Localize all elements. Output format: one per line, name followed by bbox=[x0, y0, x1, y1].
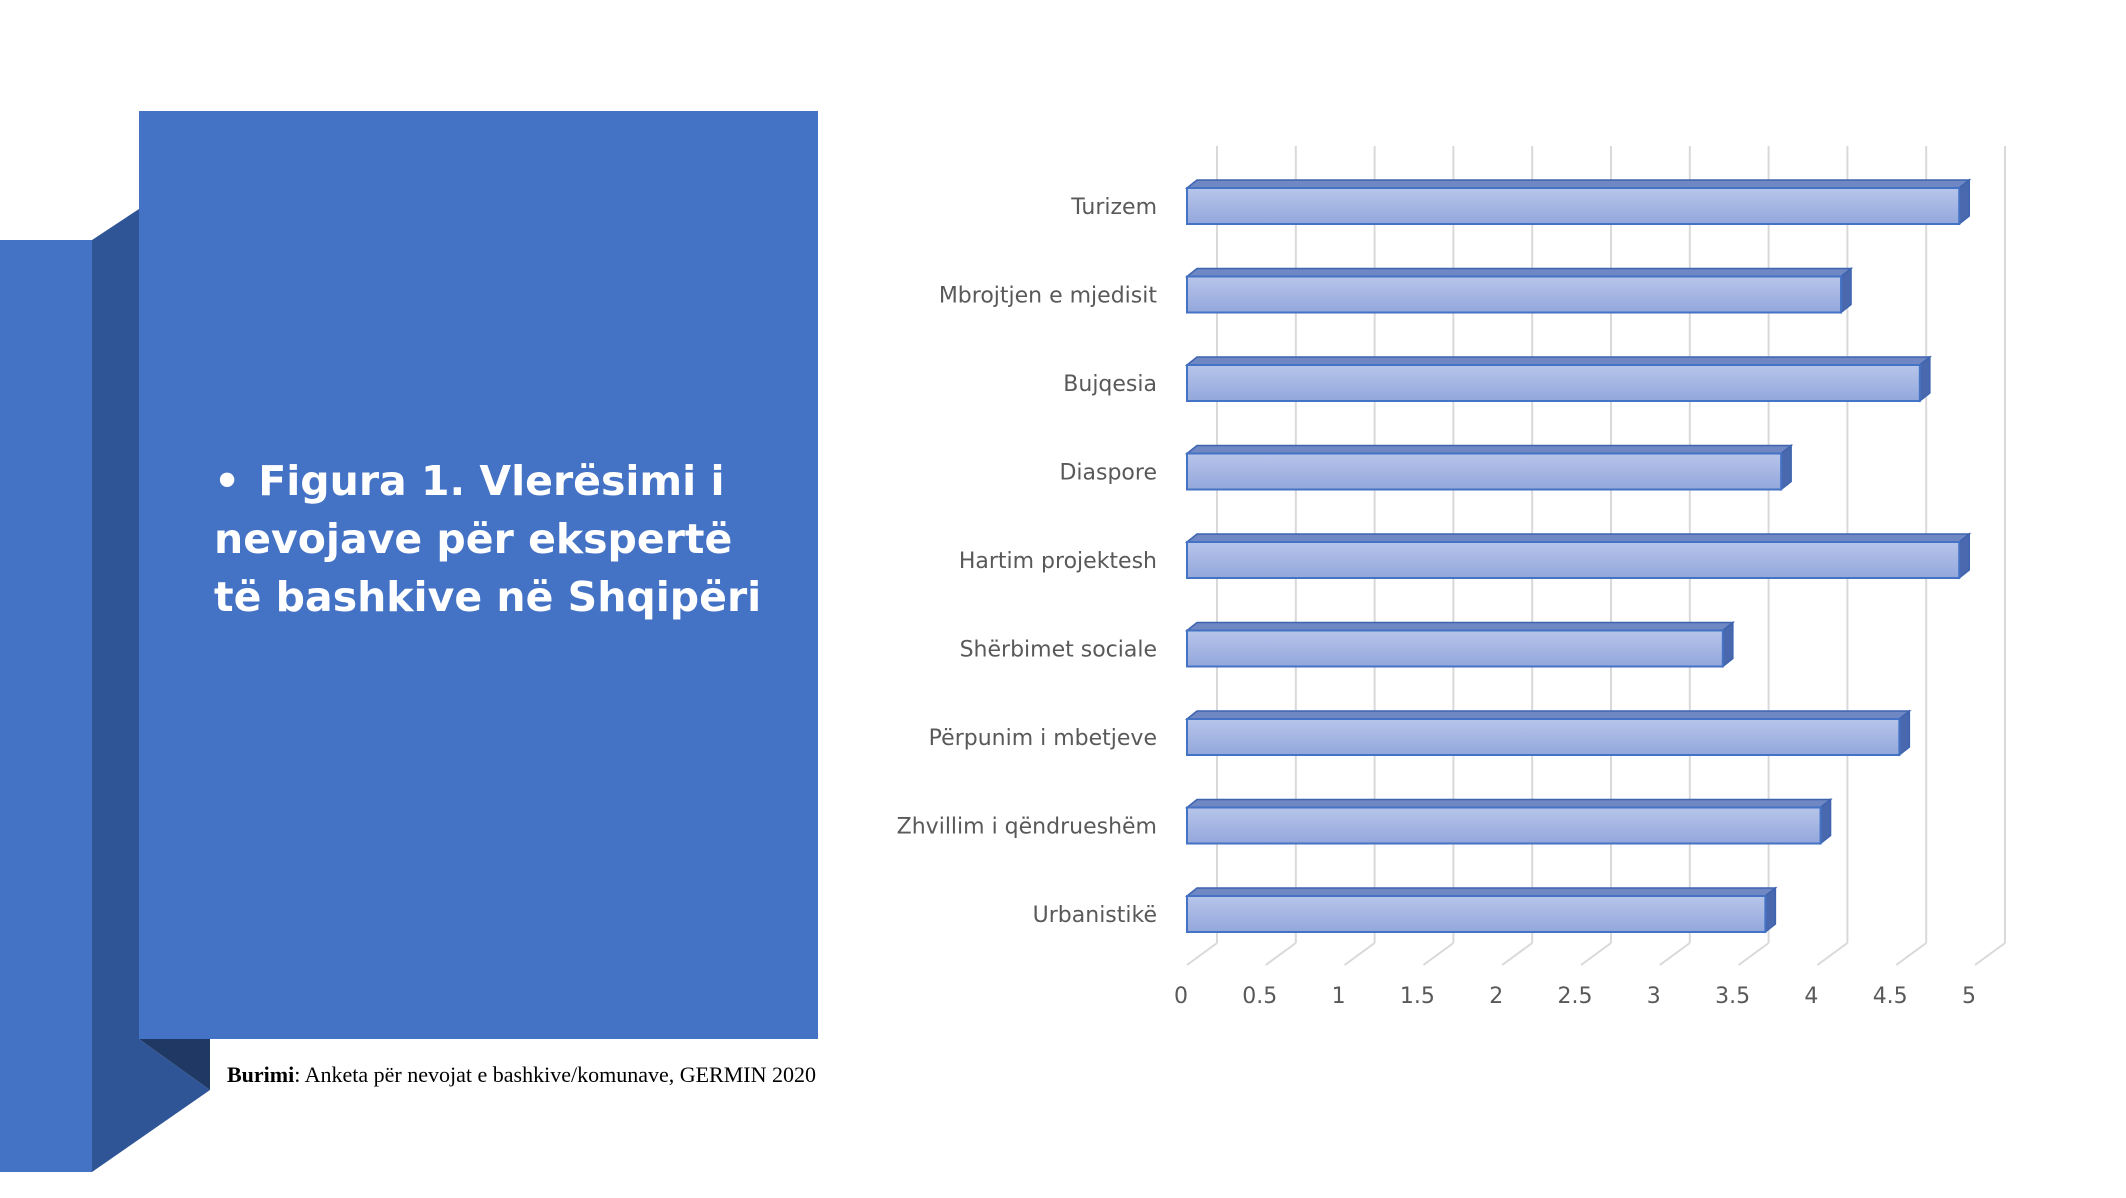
bar-top-face bbox=[1184, 356, 1932, 366]
bullet-icon: • bbox=[214, 457, 241, 505]
title-panel bbox=[139, 111, 818, 1039]
gridline-floor bbox=[1738, 942, 1770, 966]
bar bbox=[1184, 178, 1972, 226]
bar bbox=[1184, 355, 1932, 403]
bar-top-face bbox=[1184, 798, 1833, 809]
bar-side-face bbox=[1722, 620, 1734, 669]
bar bbox=[1184, 886, 1778, 934]
x-tick-label: 1 bbox=[1332, 984, 1346, 1009]
bar-top-face bbox=[1184, 444, 1794, 455]
bar-front-face bbox=[1186, 718, 1901, 756]
bar-top-face bbox=[1184, 887, 1778, 897]
gridline-floor bbox=[1501, 942, 1533, 966]
bar bbox=[1184, 797, 1833, 846]
bar bbox=[1184, 620, 1735, 669]
bar-front-face bbox=[1186, 541, 1961, 579]
category-label: Hartim projektesh bbox=[959, 549, 1157, 574]
bar-front-face bbox=[1186, 629, 1724, 668]
x-tick-label: 4.5 bbox=[1873, 984, 1908, 1009]
x-tick-label: 1.5 bbox=[1400, 984, 1435, 1009]
bar-side-face bbox=[1958, 178, 1970, 226]
bar-top-face bbox=[1184, 533, 1972, 543]
category-label: Turizem bbox=[1070, 195, 1157, 220]
category-label: Urbanistikë bbox=[1033, 903, 1157, 928]
bar-front-face bbox=[1186, 895, 1767, 933]
x-tick-label: 0.5 bbox=[1242, 984, 1277, 1009]
x-tick-label: 5 bbox=[1962, 984, 1976, 1009]
category-label: Diaspore bbox=[1059, 461, 1157, 486]
bar-side-face bbox=[1898, 709, 1911, 757]
bar-front-face bbox=[1186, 187, 1961, 225]
gridline-floor bbox=[1816, 942, 1848, 966]
gridline-floor bbox=[1422, 942, 1454, 966]
bar-side-face bbox=[1764, 886, 1777, 934]
bar-front-face bbox=[1186, 452, 1783, 491]
bar bbox=[1184, 443, 1794, 492]
category-label: Përpunim i mbetjeve bbox=[929, 726, 1157, 751]
bar-side-face bbox=[1819, 797, 1832, 846]
headline-text: Figura 1. Vlerësimi i nevojave për ekspe… bbox=[214, 457, 762, 621]
gridline-floor bbox=[1186, 942, 1218, 966]
bar-side-face bbox=[1840, 266, 1852, 315]
source-label: Burimi bbox=[227, 1062, 295, 1087]
bar-side-face bbox=[1919, 355, 1931, 403]
source-text: : Anketa për nevojat e bashkive/komunave… bbox=[294, 1062, 817, 1087]
bar-front-face bbox=[1186, 364, 1921, 402]
category-label: Mbrojtjen e mjedisit bbox=[939, 284, 1158, 309]
category-label: Shërbimet sociale bbox=[960, 638, 1157, 663]
source-note: Burimi: Anketa për nevojat e bashkive/ko… bbox=[227, 1062, 816, 1088]
bar-side-face bbox=[1958, 532, 1970, 580]
x-tick-label: 3 bbox=[1647, 984, 1661, 1009]
category-label: Bujqesia bbox=[1063, 372, 1157, 397]
bar-top-face bbox=[1184, 179, 1972, 189]
x-tick-label: 2 bbox=[1489, 984, 1503, 1009]
x-tick-label: 0 bbox=[1174, 984, 1188, 1009]
slide-headline: • Figura 1. Vlerësimi i nevojave për eksp… bbox=[214, 452, 774, 626]
x-tick-labels: 0 0.5 1 1.5 2 2.5 3 3.5 4 4.5 5 bbox=[1174, 984, 1976, 1009]
bars bbox=[1184, 178, 1972, 934]
bar bbox=[1184, 266, 1854, 315]
x-tick-label: 4 bbox=[1804, 984, 1818, 1009]
bar-front-face bbox=[1186, 275, 1843, 314]
x-tick-label: 2.5 bbox=[1558, 984, 1593, 1009]
gridline-floor bbox=[1659, 942, 1691, 966]
bar bbox=[1184, 532, 1972, 580]
gridline-floor bbox=[1895, 942, 1927, 966]
category-label: Zhvillim i qëndrueshëm bbox=[897, 815, 1157, 840]
x-tick-label: 3.5 bbox=[1715, 984, 1750, 1009]
gridline-floor bbox=[1265, 942, 1297, 966]
bar-top-face bbox=[1184, 710, 1912, 720]
gridline-floor bbox=[1580, 942, 1612, 966]
bar-front-face bbox=[1186, 806, 1822, 845]
bar-top-face bbox=[1184, 267, 1854, 278]
gridline-floor bbox=[1974, 942, 2006, 966]
category-labels: Turizem Mbrojtjen e mjedisit Bujqesia Diasp… bbox=[897, 195, 1158, 928]
bar bbox=[1184, 709, 1912, 757]
bar-top-face bbox=[1184, 621, 1735, 632]
gridline-floor bbox=[1344, 942, 1376, 966]
bar-side-face bbox=[1780, 443, 1792, 492]
